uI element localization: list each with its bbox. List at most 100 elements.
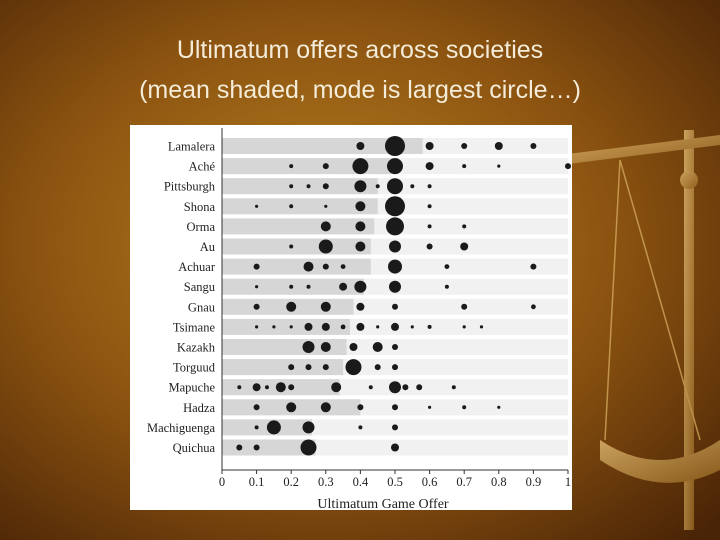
- x-tick-label: 1: [565, 475, 571, 489]
- category-label: Machiguenga: [147, 421, 215, 435]
- offer-point: [300, 439, 317, 456]
- offer-point: [320, 342, 331, 352]
- category-label: Shona: [184, 200, 216, 214]
- offer-point: [288, 384, 295, 391]
- offer-point: [386, 217, 404, 236]
- offer-point: [462, 405, 467, 410]
- x-tick-label: 0: [219, 475, 225, 489]
- offer-point: [355, 221, 366, 232]
- offer-point: [236, 444, 243, 451]
- offer-point: [356, 322, 365, 331]
- offer-point: [331, 382, 342, 393]
- offer-point: [428, 405, 432, 409]
- offer-point: [389, 240, 401, 253]
- offer-point: [427, 204, 432, 209]
- x-tick-label: 0.9: [526, 475, 542, 489]
- scales-decoration: [560, 130, 720, 530]
- offer-point: [345, 359, 362, 376]
- offer-point: [479, 325, 484, 329]
- offer-point: [255, 285, 259, 289]
- offer-point: [385, 196, 405, 217]
- offer-point: [389, 381, 401, 394]
- offer-point: [303, 261, 314, 272]
- offer-point: [253, 263, 260, 270]
- offer-point: [252, 383, 261, 392]
- offer-point: [352, 158, 369, 175]
- mean-bar: [222, 339, 347, 355]
- offer-point: [288, 364, 295, 371]
- offer-point: [255, 325, 259, 329]
- offer-point: [565, 163, 571, 170]
- mean-bar: [222, 158, 399, 175]
- offer-point: [427, 224, 432, 229]
- offer-point: [531, 304, 536, 310]
- offer-point: [461, 303, 468, 310]
- category-label: Pittsburgh: [164, 180, 216, 194]
- offer-point: [425, 162, 434, 171]
- category-label: Torguud: [173, 361, 216, 375]
- offer-point: [392, 303, 398, 310]
- offer-point: [462, 164, 467, 169]
- offer-point: [289, 284, 294, 289]
- mean-bar: [222, 318, 351, 335]
- category-label: Tsimane: [173, 320, 216, 334]
- offer-point: [253, 444, 260, 451]
- offer-point: [392, 404, 398, 411]
- x-tick-label: 0.8: [491, 475, 507, 489]
- mean-bar: [222, 258, 371, 275]
- offer-point: [304, 322, 313, 331]
- offer-point: [355, 241, 366, 252]
- mean-bar: [222, 359, 344, 376]
- offer-point: [530, 263, 537, 270]
- mean-bar: [222, 218, 375, 235]
- offer-point: [462, 224, 467, 229]
- offer-point: [410, 325, 414, 329]
- mean-bar: [222, 138, 423, 154]
- offer-point: [286, 402, 297, 413]
- offer-point: [392, 364, 398, 371]
- offer-point: [354, 280, 367, 293]
- mean-bar: [222, 238, 371, 255]
- offer-point: [460, 242, 469, 251]
- category-label: Lamalera: [168, 140, 216, 154]
- offer-point: [253, 404, 260, 411]
- offer-point: [426, 243, 433, 250]
- offer-point: [392, 424, 398, 431]
- title-line: Ultimatum offers across societies: [177, 36, 543, 64]
- category-label: Gnau: [188, 300, 216, 314]
- title-line: (mean shaded, mode is largest circle…): [139, 76, 581, 104]
- offer-point: [444, 284, 449, 289]
- offer-point: [272, 325, 276, 329]
- category-label: Achuar: [178, 260, 216, 274]
- mean-bar: [222, 439, 316, 456]
- offer-point: [356, 142, 365, 150]
- offer-point: [322, 364, 329, 371]
- offer-point: [340, 264, 346, 269]
- x-axis-label: Ultimatum Game Offer: [317, 497, 448, 512]
- x-tick-label: 0.6: [422, 475, 438, 489]
- offer-point: [530, 143, 537, 149]
- offer-point: [318, 239, 333, 254]
- offer-point: [388, 259, 402, 274]
- offer-point: [368, 385, 373, 390]
- offer-point: [389, 280, 401, 293]
- offer-point: [320, 301, 331, 312]
- category-label: Orma: [187, 220, 216, 234]
- x-tick-label: 0.1: [249, 475, 265, 489]
- plot: Lamalera Aché Pittsburgh Shona Orma Au Achuar S…: [147, 128, 571, 489]
- offer-point: [302, 341, 315, 353]
- category-label: Sangu: [184, 280, 216, 294]
- offer-point: [237, 385, 242, 390]
- offer-point: [416, 384, 423, 391]
- offer-point: [375, 184, 380, 189]
- offer-point: [385, 136, 405, 156]
- offer-point: [461, 143, 468, 149]
- offer-point: [266, 420, 281, 435]
- offer-point: [306, 184, 311, 189]
- offer-point: [355, 201, 366, 212]
- offer-point: [254, 425, 259, 430]
- offer-point: [349, 343, 358, 351]
- category-label: Aché: [189, 160, 216, 174]
- offer-point: [322, 183, 329, 190]
